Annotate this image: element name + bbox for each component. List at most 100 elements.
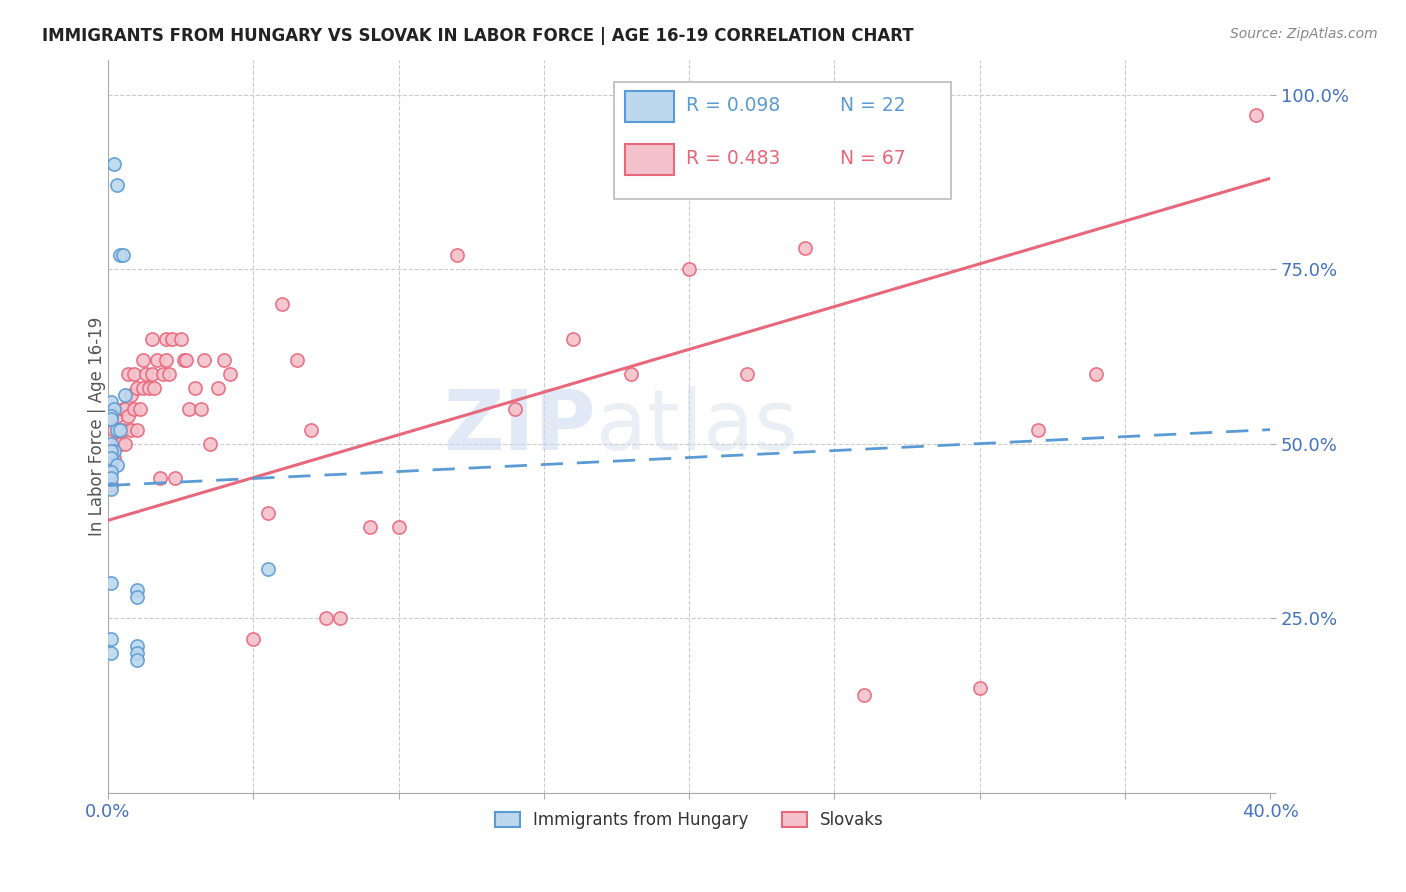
Point <box>100 632 122 646</box>
Point <box>132 381 155 395</box>
Point <box>114 401 136 416</box>
Point <box>155 332 177 346</box>
Point <box>256 562 278 576</box>
Text: IMMIGRANTS FROM HUNGARY VS SLOVAK IN LABOR FORCE | AGE 16-19 CORRELATION CHART: IMMIGRANTS FROM HUNGARY VS SLOVAK IN LAB… <box>42 27 914 45</box>
Point <box>620 367 643 381</box>
Point <box>157 367 180 381</box>
Legend: Immigrants from Hungary, Slovaks: Immigrants from Hungary, Slovaks <box>488 805 890 836</box>
Point <box>176 352 198 367</box>
FancyBboxPatch shape <box>613 81 950 199</box>
Point <box>103 401 125 416</box>
Point <box>105 458 128 472</box>
Point <box>100 412 122 426</box>
Point <box>105 436 128 450</box>
Point <box>315 611 337 625</box>
Point <box>141 367 163 381</box>
Point <box>163 471 186 485</box>
Point <box>100 458 122 472</box>
Point <box>103 450 125 465</box>
Point <box>122 401 145 416</box>
Point <box>169 332 191 346</box>
Point <box>125 381 148 395</box>
Point <box>212 352 235 367</box>
Point <box>125 639 148 653</box>
Point <box>1026 423 1049 437</box>
Point <box>125 583 148 598</box>
Point <box>794 241 817 255</box>
Point <box>446 248 468 262</box>
Point <box>114 436 136 450</box>
Point <box>271 297 294 311</box>
Point <box>152 367 174 381</box>
Point <box>122 367 145 381</box>
Point <box>242 632 264 646</box>
Point <box>1085 367 1108 381</box>
Point <box>190 401 212 416</box>
Text: ZIP: ZIP <box>444 385 596 467</box>
Point <box>108 248 131 262</box>
Point <box>184 381 207 395</box>
Y-axis label: In Labor Force | Age 16-19: In Labor Force | Age 16-19 <box>89 317 105 536</box>
Point <box>103 157 125 171</box>
Point <box>111 401 134 416</box>
Point <box>146 352 169 367</box>
Point <box>125 646 148 660</box>
Point <box>207 381 229 395</box>
Text: Source: ZipAtlas.com: Source: ZipAtlas.com <box>1230 27 1378 41</box>
Point <box>100 443 122 458</box>
Point <box>132 352 155 367</box>
Text: atlas: atlas <box>596 385 799 467</box>
Point <box>359 520 381 534</box>
Text: N = 67: N = 67 <box>841 149 905 168</box>
Point <box>852 688 875 702</box>
Point <box>103 423 125 437</box>
Point <box>100 471 122 485</box>
Point <box>103 443 125 458</box>
Point <box>120 423 142 437</box>
Point <box>678 262 700 277</box>
Point <box>100 409 122 423</box>
Point <box>285 352 308 367</box>
Point <box>193 352 215 367</box>
Point <box>100 450 122 465</box>
Point <box>120 388 142 402</box>
Point <box>173 352 195 367</box>
Point <box>129 401 152 416</box>
Point <box>125 590 148 604</box>
Point <box>143 381 166 395</box>
Point <box>1244 108 1267 122</box>
FancyBboxPatch shape <box>626 144 673 175</box>
Point <box>117 409 139 423</box>
Point <box>111 423 134 437</box>
Point <box>179 401 201 416</box>
Point <box>125 653 148 667</box>
Point <box>100 436 122 450</box>
Point <box>387 520 409 534</box>
Point <box>108 423 131 437</box>
Point <box>160 332 183 346</box>
Point <box>100 478 122 492</box>
FancyBboxPatch shape <box>626 91 673 122</box>
Point <box>105 423 128 437</box>
Point <box>503 401 526 416</box>
Point <box>737 367 759 381</box>
Point <box>100 482 122 496</box>
Point <box>256 507 278 521</box>
Point <box>125 423 148 437</box>
Point <box>100 576 122 591</box>
Point <box>155 352 177 367</box>
Point <box>100 394 122 409</box>
Text: R = 0.483: R = 0.483 <box>686 149 780 168</box>
Text: N = 22: N = 22 <box>841 96 905 115</box>
Point <box>100 646 122 660</box>
Point <box>969 681 991 695</box>
Point <box>108 436 131 450</box>
Point <box>105 409 128 423</box>
Point <box>114 388 136 402</box>
Point <box>111 248 134 262</box>
Point <box>219 367 242 381</box>
Point <box>100 465 122 479</box>
Text: R = 0.098: R = 0.098 <box>686 96 780 115</box>
Point <box>562 332 585 346</box>
Point <box>135 367 157 381</box>
